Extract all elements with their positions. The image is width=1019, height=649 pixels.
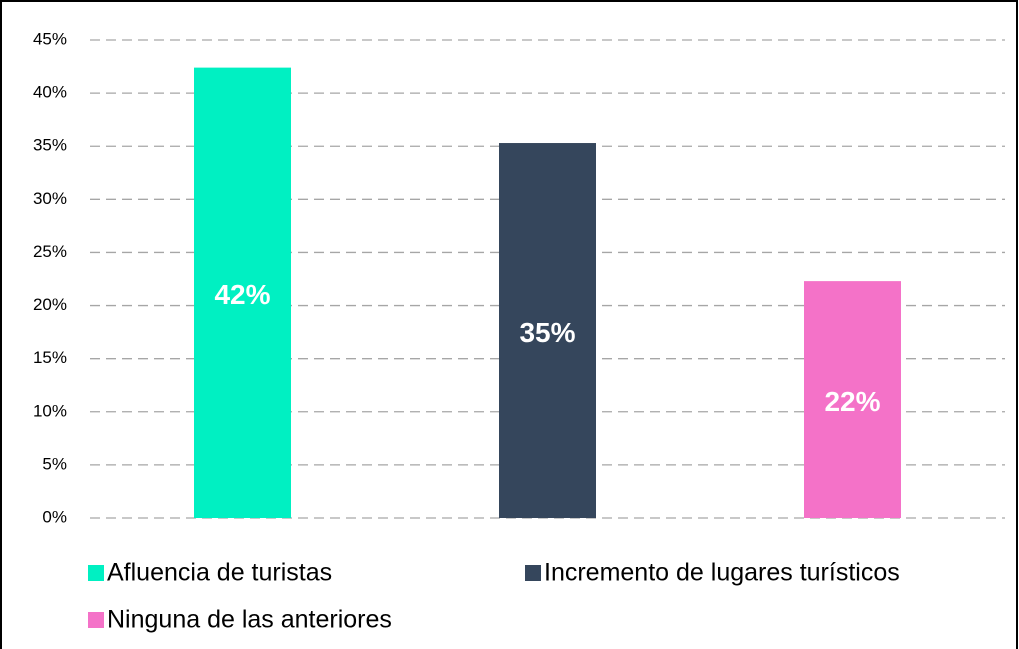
y-tick-label: 30% <box>33 189 67 208</box>
y-tick-label: 45% <box>33 29 67 48</box>
y-tick-label: 10% <box>33 401 67 420</box>
legend-swatch <box>88 612 104 628</box>
y-tick-label: 35% <box>33 136 67 155</box>
y-tick-label: 0% <box>42 507 67 526</box>
legend-label: Afluencia de turistas <box>107 559 332 587</box>
legend-swatch <box>88 565 104 581</box>
y-tick-label: 25% <box>33 242 67 261</box>
bar <box>499 143 596 518</box>
bar <box>194 67 291 519</box>
value-label: 22% <box>824 386 880 417</box>
y-tick-label: 40% <box>33 83 67 102</box>
y-tick-label: 5% <box>42 454 67 473</box>
legend-label: Ninguna de las anteriores <box>107 606 392 634</box>
legend-swatch <box>525 565 541 581</box>
legend-label: Incremento de lugares turísticos <box>544 559 900 587</box>
value-label: 35% <box>519 317 575 348</box>
value-label: 42% <box>214 279 270 310</box>
y-tick-label: 20% <box>33 295 67 314</box>
y-tick-label: 15% <box>33 348 67 367</box>
bar <box>804 281 901 518</box>
